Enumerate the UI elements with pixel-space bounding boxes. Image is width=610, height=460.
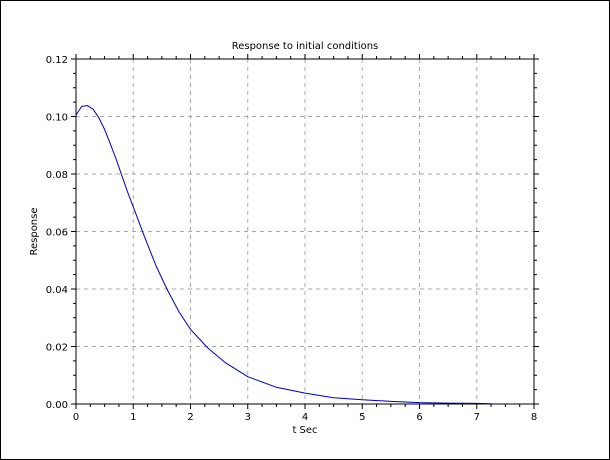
y-tick-label: 0.12 <box>46 55 68 66</box>
y-axis-label: Response <box>29 207 40 255</box>
y-tick-label: 0.00 <box>46 400 68 411</box>
x-tick-label: 6 <box>416 412 422 423</box>
y-tick-label: 0.10 <box>46 113 68 124</box>
line-layer <box>75 105 492 405</box>
y-tick-label: 0.06 <box>46 228 68 239</box>
x-tick-label: 7 <box>474 412 480 423</box>
x-tick-label: 8 <box>531 412 537 423</box>
y-tick-label: 0.04 <box>46 285 68 296</box>
chart-title: Response to initial conditions <box>232 41 379 52</box>
y-tick-label: 0.08 <box>46 170 68 181</box>
x-tick-label: 3 <box>245 412 251 423</box>
x-tick-label: 5 <box>359 412 365 423</box>
x-tick-label: 0 <box>73 412 79 423</box>
x-axis-label: t Sec <box>292 425 317 436</box>
x-tick-label: 1 <box>130 412 136 423</box>
ticks-layer: 0 1 2 3 4 5 6 7 8 0.00 0.02 0.04 0.06 0.08 0.10 0.12 <box>46 54 539 423</box>
response-curve <box>75 105 492 405</box>
grid-layer <box>76 59 534 404</box>
y-tick-label: 0.02 <box>46 343 68 354</box>
x-tick-label: 2 <box>187 412 193 423</box>
x-tick-label: 4 <box>302 412 308 423</box>
